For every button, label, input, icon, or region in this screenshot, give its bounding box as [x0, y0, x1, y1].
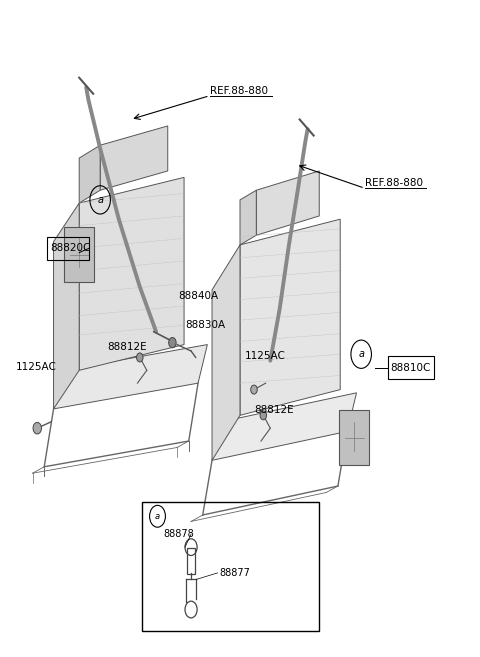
FancyBboxPatch shape: [64, 227, 94, 283]
Polygon shape: [79, 177, 184, 371]
Text: 88830A: 88830A: [185, 320, 226, 330]
Circle shape: [136, 353, 143, 362]
Polygon shape: [79, 145, 100, 203]
Text: 88840A: 88840A: [179, 291, 218, 302]
Text: 88820C: 88820C: [50, 243, 90, 253]
Text: 88877: 88877: [219, 568, 250, 578]
Circle shape: [168, 338, 176, 348]
Polygon shape: [240, 191, 256, 245]
Polygon shape: [212, 393, 357, 461]
Text: a: a: [358, 350, 364, 359]
Polygon shape: [256, 171, 319, 235]
Text: 88878: 88878: [163, 530, 194, 539]
Polygon shape: [100, 126, 168, 191]
Polygon shape: [54, 344, 207, 409]
Circle shape: [260, 411, 266, 420]
Text: REF.88-880: REF.88-880: [210, 85, 268, 96]
Text: 88812E: 88812E: [107, 342, 147, 351]
Text: 88810C: 88810C: [391, 363, 431, 373]
FancyBboxPatch shape: [339, 410, 369, 465]
Circle shape: [251, 385, 257, 394]
Polygon shape: [54, 203, 79, 409]
Text: 1125AC: 1125AC: [16, 362, 57, 372]
Text: REF.88-880: REF.88-880: [365, 178, 423, 189]
Text: 1125AC: 1125AC: [245, 351, 286, 361]
Polygon shape: [212, 245, 240, 461]
Circle shape: [33, 422, 41, 434]
Polygon shape: [240, 219, 340, 415]
Text: a: a: [155, 512, 160, 521]
Text: a: a: [97, 195, 103, 205]
Text: 88812E: 88812E: [254, 405, 294, 415]
